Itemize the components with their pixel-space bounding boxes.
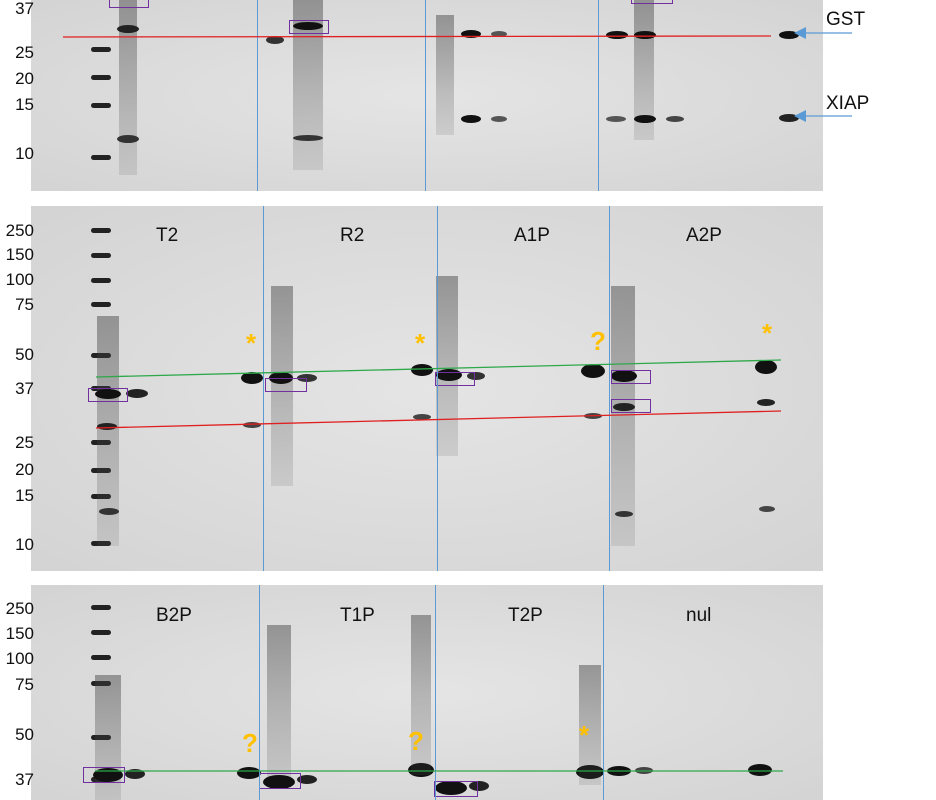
marker-label: 75 <box>15 675 34 694</box>
lane-divider <box>259 585 260 800</box>
gel-panel-2 <box>31 206 823 571</box>
reference-lines <box>95 359 782 429</box>
marker-label: 100 <box>5 649 34 668</box>
marker-label: 10 <box>15 144 34 163</box>
marker-label: 250 <box>5 599 34 618</box>
marker-label: 10 <box>15 535 34 554</box>
lane-divider <box>435 585 436 800</box>
lane-label-b2p: B2P <box>156 605 192 626</box>
lane-divider <box>603 585 604 800</box>
annotation-mark: * <box>415 328 426 358</box>
marker-label: 100 <box>5 270 34 289</box>
lane-divider <box>263 206 264 571</box>
lane-label-r2: R2 <box>340 225 365 246</box>
marker-label: 50 <box>15 725 34 744</box>
lane-divider <box>257 0 258 191</box>
lane-label-a2p: A2P <box>686 225 722 246</box>
marker-label: 15 <box>15 486 34 505</box>
lane-divider <box>609 206 610 571</box>
xiap-label: XIAP <box>826 93 870 114</box>
lane-label-a1p: A1P <box>514 225 550 246</box>
gel-panel-1 <box>31 0 823 191</box>
lane-divider <box>437 206 438 571</box>
annotation-mark: ? <box>408 726 424 756</box>
reference-lines <box>62 35 772 38</box>
lane-label-nul: nul <box>686 605 712 626</box>
gst-label: GST <box>826 9 866 30</box>
annotation-mark: * <box>246 328 257 358</box>
marker-label: 37 <box>15 379 34 398</box>
lane-label-t1p: T1P <box>340 605 375 626</box>
marker-label: 20 <box>15 69 34 88</box>
marker-label: 150 <box>5 245 34 264</box>
lane-label-t2: T2 <box>156 225 179 246</box>
marker-label: 50 <box>15 345 34 364</box>
marker-label: 37 <box>15 770 34 789</box>
marker-label: 25 <box>15 433 34 452</box>
annotation-mark: * <box>762 318 773 348</box>
annotation-mark: * <box>579 720 590 750</box>
marker-label: 25 <box>15 43 34 62</box>
annotation-mark: ? <box>590 326 606 356</box>
gel-panel-3 <box>31 585 823 800</box>
marker-label: 37 <box>15 0 34 18</box>
lane-divider <box>598 0 599 191</box>
marker-label: 15 <box>15 95 34 114</box>
lane-label-t2p: T2P <box>508 605 543 626</box>
marker-label: 75 <box>15 295 34 314</box>
marker-label: 150 <box>5 624 34 643</box>
marker-label: 250 <box>5 221 34 240</box>
marker-label: 20 <box>15 460 34 479</box>
lane-divider <box>425 0 426 191</box>
annotation-mark: ? <box>242 728 258 758</box>
